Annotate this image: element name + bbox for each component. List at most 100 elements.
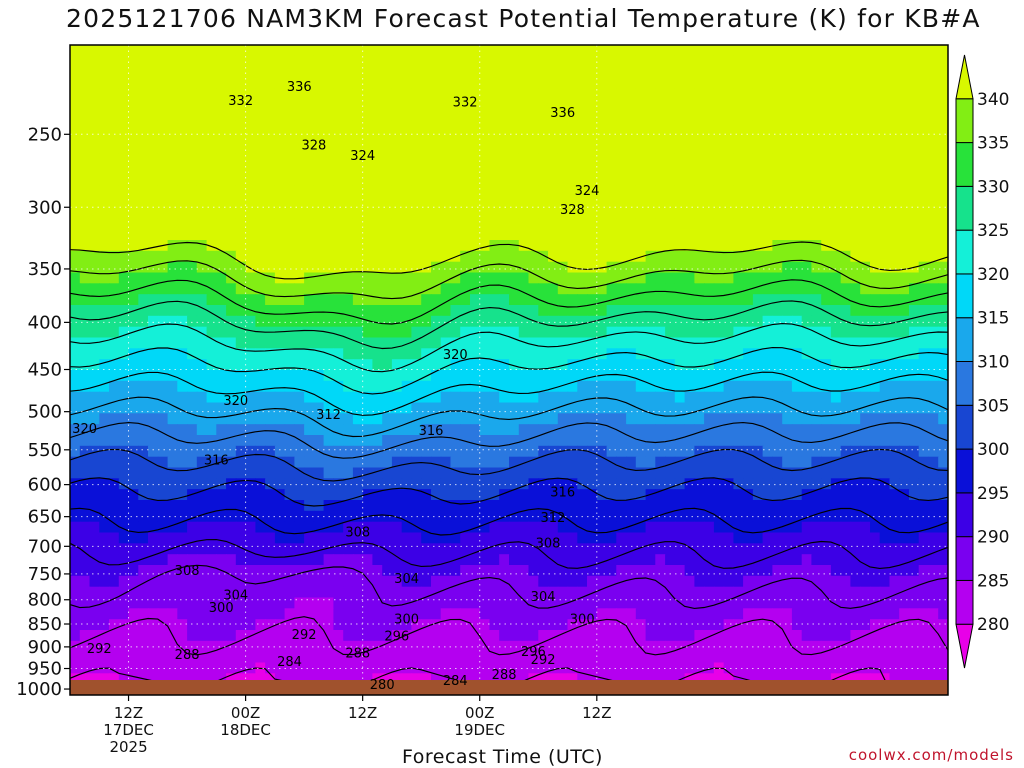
heatmap-cell bbox=[352, 218, 364, 230]
heatmap-cell bbox=[811, 521, 822, 534]
heatmap-cell bbox=[313, 337, 325, 349]
heatmap-cell bbox=[762, 348, 773, 360]
heatmap-cell bbox=[801, 630, 813, 642]
heatmap-cell bbox=[411, 175, 422, 187]
heatmap-cell bbox=[274, 575, 286, 588]
heatmap-cell bbox=[528, 619, 539, 631]
heatmap-cell bbox=[226, 424, 237, 436]
heatmap-cell bbox=[860, 110, 871, 122]
heatmap-cell bbox=[148, 402, 159, 414]
heatmap-cell bbox=[557, 305, 569, 317]
heatmap-cell bbox=[391, 380, 403, 393]
heatmap-cell bbox=[479, 45, 491, 57]
heatmap-cell bbox=[655, 337, 666, 349]
heatmap-cell bbox=[509, 185, 520, 198]
heatmap-cell bbox=[216, 532, 227, 544]
heatmap-cell bbox=[128, 489, 139, 501]
heatmap-cell bbox=[382, 391, 393, 404]
heatmap-cell bbox=[226, 55, 237, 68]
heatmap-cell bbox=[791, 380, 803, 393]
heatmap-cell bbox=[596, 250, 608, 263]
heatmap-cell bbox=[548, 294, 559, 306]
heatmap-cell bbox=[421, 565, 432, 577]
heatmap-cell bbox=[772, 315, 783, 328]
heatmap-cell bbox=[918, 380, 930, 393]
heatmap-cell bbox=[411, 478, 422, 490]
heatmap-cell bbox=[626, 402, 637, 414]
heatmap-cell bbox=[577, 532, 588, 544]
heatmap-cell bbox=[752, 521, 764, 534]
heatmap-cell bbox=[440, 424, 452, 436]
heatmap-cell bbox=[245, 359, 256, 371]
heatmap-cell bbox=[811, 413, 822, 425]
heatmap-cell bbox=[772, 66, 783, 79]
heatmap-cell bbox=[255, 445, 266, 458]
heatmap-cell bbox=[928, 630, 939, 642]
heatmap-cell bbox=[391, 489, 403, 501]
heatmap-cell bbox=[801, 294, 813, 306]
heatmap-cell bbox=[655, 586, 666, 599]
heatmap-cell bbox=[782, 608, 793, 620]
heatmap-cell bbox=[606, 543, 617, 555]
heatmap-cell bbox=[665, 370, 676, 382]
heatmap-cell bbox=[684, 240, 695, 252]
heatmap-cell bbox=[596, 554, 608, 566]
heatmap-cell bbox=[343, 575, 354, 588]
heatmap-cell bbox=[460, 575, 471, 588]
heatmap-cell bbox=[431, 55, 442, 68]
heatmap-cell bbox=[899, 110, 910, 122]
heatmap-cell bbox=[470, 164, 481, 176]
heatmap-cell bbox=[343, 597, 354, 609]
heatmap-cell bbox=[196, 597, 208, 609]
heatmap-cell bbox=[460, 489, 471, 501]
heatmap-cell bbox=[216, 489, 227, 501]
heatmap-cell bbox=[148, 164, 159, 176]
heatmap-cell bbox=[255, 424, 266, 436]
heatmap-cell bbox=[284, 630, 295, 642]
heatmap-cell bbox=[489, 283, 500, 295]
heatmap-cell bbox=[118, 510, 130, 523]
heatmap-cell bbox=[401, 305, 413, 317]
heatmap-cell bbox=[313, 175, 325, 187]
heatmap-cell bbox=[245, 575, 256, 588]
heatmap-cell bbox=[889, 586, 900, 599]
heatmap-cell bbox=[821, 565, 832, 577]
heatmap-cell bbox=[782, 45, 793, 57]
heatmap-cell bbox=[655, 240, 666, 252]
heatmap-cell bbox=[899, 337, 910, 349]
heatmap-cell bbox=[226, 597, 237, 609]
heatmap-cell bbox=[333, 175, 344, 187]
heatmap-cell bbox=[255, 218, 266, 230]
heatmap-cell bbox=[528, 261, 539, 274]
heatmap-cell bbox=[177, 413, 188, 425]
heatmap-cell bbox=[79, 370, 91, 382]
heatmap-cell bbox=[450, 575, 461, 588]
heatmap-cell bbox=[928, 543, 939, 555]
heatmap-cell bbox=[538, 55, 549, 68]
heatmap-cell bbox=[830, 608, 842, 620]
heatmap-cell bbox=[421, 250, 432, 263]
heatmap-cell bbox=[879, 478, 891, 490]
heatmap-cell bbox=[626, 305, 637, 317]
heatmap-cell bbox=[899, 153, 910, 165]
heatmap-cell bbox=[489, 207, 500, 219]
heatmap-cell bbox=[128, 597, 139, 609]
heatmap-cell bbox=[235, 283, 247, 295]
heatmap-cell bbox=[499, 175, 510, 187]
heatmap-cell bbox=[596, 175, 608, 187]
heatmap-cell bbox=[382, 196, 393, 209]
heatmap-cell bbox=[626, 575, 637, 588]
heatmap-cell bbox=[655, 489, 666, 501]
heatmap-cell bbox=[596, 478, 608, 490]
heatmap-cell bbox=[382, 294, 393, 306]
heatmap-cell bbox=[70, 478, 81, 490]
heatmap-cell bbox=[821, 164, 832, 176]
heatmap-cell bbox=[772, 630, 783, 642]
heatmap-cell bbox=[333, 196, 344, 209]
heatmap-cell bbox=[343, 337, 354, 349]
heatmap-cell bbox=[226, 153, 237, 165]
heatmap-cell bbox=[157, 586, 169, 599]
heatmap-cell bbox=[626, 435, 637, 447]
heatmap-cell bbox=[362, 66, 374, 79]
heatmap-cell bbox=[323, 619, 334, 631]
